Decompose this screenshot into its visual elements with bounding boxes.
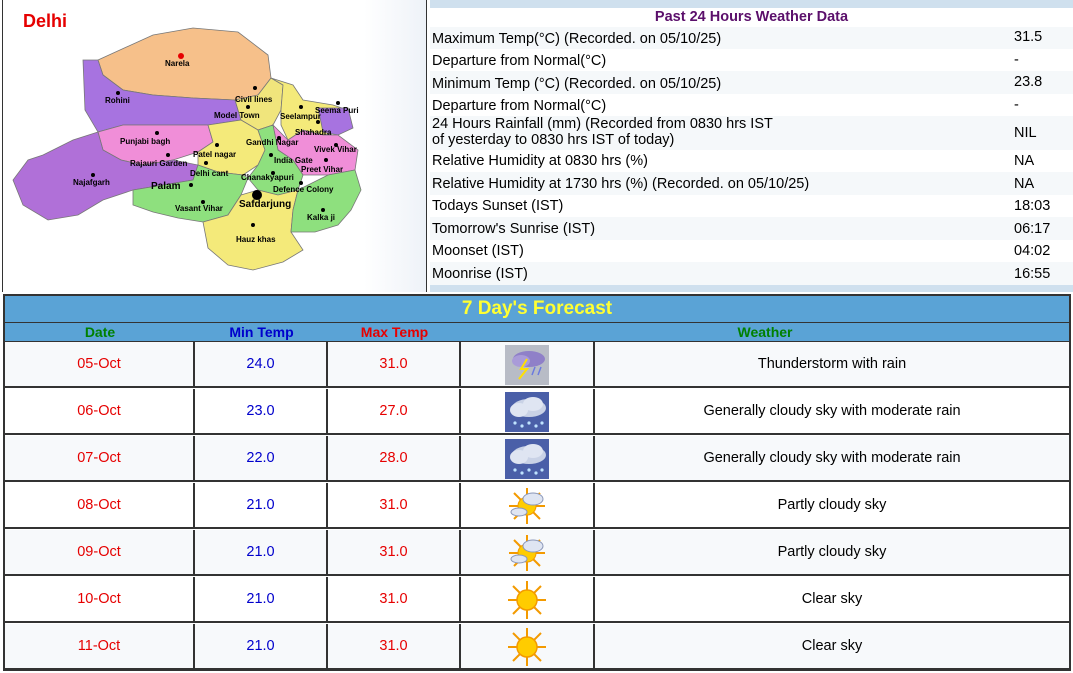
place-label: Model Town — [214, 111, 260, 120]
forecast-date: 06-Oct — [5, 389, 195, 433]
past-data-row: Departure from Normal(°C) - — [432, 52, 1019, 69]
forecast-weather-text: Partly cloudy sky — [777, 544, 887, 560]
place-label: Preet Vihar — [301, 165, 343, 174]
place-label: Patel nagar — [193, 150, 236, 159]
map-title: Delhi — [23, 11, 67, 31]
place-label: Hauz khas — [236, 235, 276, 244]
place-label: Delhi cant — [190, 169, 229, 178]
forecast-date: 09-Oct — [5, 530, 195, 574]
place-label: Vasant Vihar — [175, 204, 223, 213]
forecast-min-temp: 24.0 — [195, 342, 328, 386]
place-label: Punjabi bagh — [120, 137, 170, 146]
map-district-palam[interactable] — [132, 164, 249, 223]
forecast-row: 09-Oct 21.0 31.0 Partly cloudy sky — [5, 530, 1069, 576]
map-district-shahdara[interactable] — [317, 107, 354, 136]
forecast-max-temp: 31.0 — [328, 483, 461, 527]
forecast-min-temp: 22.0 — [195, 436, 328, 480]
past-data-row: Departure from Normal(°C) - — [432, 97, 1019, 114]
forecast-weather-text: Clear sky — [801, 591, 863, 607]
place-label: India Gate — [274, 156, 313, 165]
past-data-row: Relative Humidity at 1730 hrs (%) (Recor… — [430, 172, 1073, 195]
place-label: Gandhi Nagar — [246, 138, 298, 147]
place-label: Kalka ji — [307, 213, 335, 222]
forecast-max-temp: 31.0 — [328, 530, 461, 574]
forecast-min-temp: 21.0 — [195, 530, 328, 574]
forecast-weather-text: Partly cloudy sky — [777, 497, 887, 513]
place-label: Seema Puri — [315, 106, 359, 115]
map-district-southeast[interactable] — [290, 169, 362, 233]
place-label: Shahadra — [295, 128, 332, 137]
forecast-header-row: Date Min Temp Max Temp Weather — [5, 323, 1069, 342]
forecast-weather-icon-cell — [461, 436, 595, 480]
forecast-min-temp: 21.0 — [195, 483, 328, 527]
place-label: Vivek Vihar — [314, 145, 357, 154]
forecast-max-temp: 27.0 — [328, 389, 461, 433]
past-24-hours-title: Past 24 Hours Weather Data — [654, 9, 849, 25]
top-section: Delhi — [0, 0, 1073, 292]
forecast-weather-text: Clear sky — [801, 638, 863, 654]
forecast-weather-icon-cell — [461, 342, 595, 386]
past-data-row: Relative Humidity at 0830 hrs (%) NA — [432, 153, 1035, 169]
place-label: Seelampur — [280, 112, 321, 121]
forecast-date: 07-Oct — [5, 436, 195, 480]
forecast-row: 11-Oct 21.0 31.0 Clear sky — [5, 624, 1069, 670]
forecast-min-temp: 21.0 — [195, 577, 328, 621]
place-label: Safdarjung — [239, 199, 291, 210]
past-data-row: Minimum Temp (°C) (Recorded. on 05/10/25… — [430, 71, 1073, 94]
forecast-max-temp: 31.0 — [328, 577, 461, 621]
place-label: Defence Colony — [273, 185, 334, 194]
forecast-weather-icon-cell — [461, 624, 595, 668]
place-label: Palam — [151, 181, 181, 192]
forecast-date: 05-Oct — [5, 342, 195, 386]
forecast-row: 10-Oct 21.0 31.0 Clear sky — [5, 577, 1069, 623]
forecast-max-temp: 31.0 — [328, 624, 461, 668]
past-data-row: 24 Hours Rainfall (mm) (Recorded from 08… — [430, 116, 1073, 150]
forecast-weather-text: Generally cloudy sky with moderate rain — [703, 450, 961, 466]
forecast-weather-icon-cell — [461, 389, 595, 433]
seven-day-forecast-table: 7 Day's Forecast Date Min Temp Max Temp … — [3, 294, 1071, 671]
delhi-district-map[interactable]: Delhi — [3, 0, 426, 292]
past-data-row: Maximum Temp(°C) (Recorded. on 05/10/25)… — [430, 27, 1073, 49]
past-data-row: Moonset (IST) 04:02 — [432, 243, 1051, 259]
forecast-row: 08-Oct 21.0 31.0 Partly cloudy sky — [5, 483, 1069, 529]
forecast-date: 10-Oct — [5, 577, 195, 621]
map-panel-edge — [364, 0, 426, 292]
header-max-temp: Max Temp — [360, 324, 429, 340]
forecast-max-temp: 31.0 — [328, 342, 461, 386]
forecast-row: 05-Oct 24.0 31.0 Thunderstorm with rain — [5, 342, 1069, 388]
delhi-map-panel: Delhi — [2, 0, 427, 292]
panel-bottom-bar — [430, 285, 1073, 292]
place-label: Rohini — [105, 96, 130, 105]
forecast-weather-icon-cell — [461, 530, 595, 574]
place-label: Najafgarh — [73, 178, 110, 187]
header-weather: Weather — [737, 324, 793, 340]
forecast-title: 7 Day's Forecast — [5, 296, 1069, 323]
forecast-weather-icon-cell — [461, 577, 595, 621]
panel-top-bar — [430, 0, 1073, 8]
past-data-row: Moonrise (IST) 16:55 — [430, 262, 1073, 285]
past-data-row: Tomorrow's Sunrise (IST) 06:17 — [430, 217, 1073, 240]
place-label: Narela — [165, 59, 190, 68]
forecast-weather-text: Generally cloudy sky with moderate rain — [703, 403, 961, 419]
place-label: Civil lines — [235, 95, 273, 104]
forecast-row: 06-Oct 23.0 27.0 Generally cloudy sky with … — [5, 389, 1069, 435]
forecast-weather-text: Thunderstorm with rain — [757, 356, 907, 372]
place-label: Chanakyapuri — [241, 173, 294, 182]
header-date: Date — [84, 324, 116, 340]
forecast-date: 11-Oct — [5, 624, 195, 668]
place-label: Rajauri Garden — [130, 159, 187, 168]
header-min-temp: Min Temp — [229, 324, 294, 340]
forecast-max-temp: 28.0 — [328, 436, 461, 480]
forecast-min-temp: 21.0 — [195, 624, 328, 668]
past-data-row: Todays Sunset (IST) 18:03 — [432, 198, 1051, 214]
past-24-hours-panel: Past 24 Hours Weather Data Maximum Temp(… — [430, 0, 1073, 292]
forecast-min-temp: 23.0 — [195, 389, 328, 433]
forecast-row: 07-Oct 22.0 28.0 Generally cloudy sky with … — [5, 436, 1069, 482]
forecast-date: 08-Oct — [5, 483, 195, 527]
forecast-weather-icon-cell — [461, 483, 595, 527]
